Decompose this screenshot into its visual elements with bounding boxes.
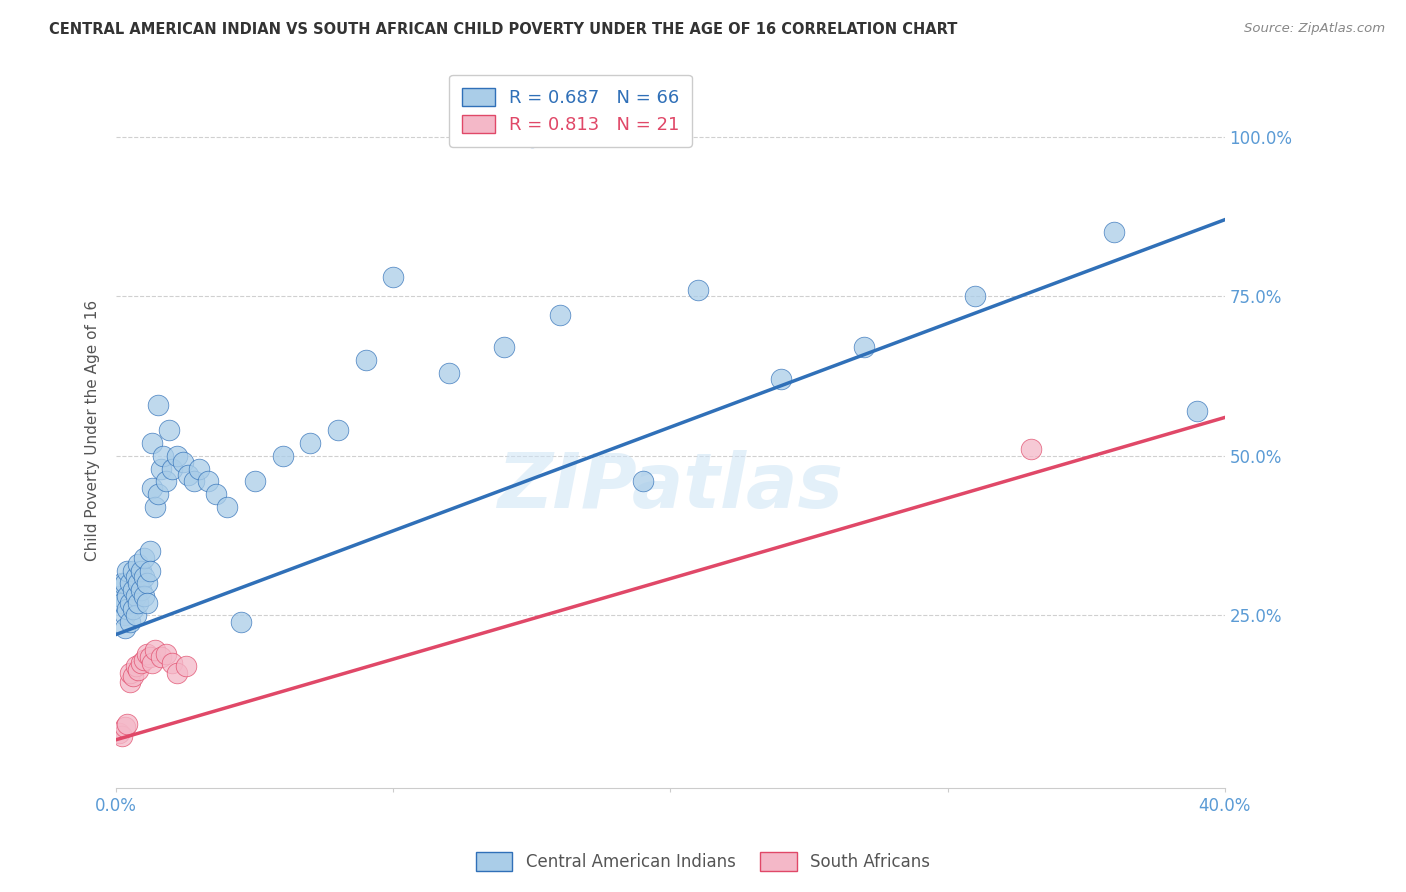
Point [124,589,146,603]
Point [138,564,160,578]
Point [132,570,155,584]
Text: Source: ZipAtlas.com: Source: ZipAtlas.com [1244,22,1385,36]
Point [108,589,131,603]
Point [129,656,152,670]
Point [122,582,145,597]
Point [143,500,166,514]
Point [146,487,169,501]
Point [382,270,405,285]
Point [437,366,460,380]
Point [127,663,149,677]
Point [127,576,149,591]
Point [1185,404,1208,418]
Point [188,461,211,475]
Point [631,475,654,489]
Point [129,582,152,597]
Point [1102,226,1125,240]
Legend: Central American Indians, South Africans: Central American Indians, South Africans [467,843,939,880]
Point [127,558,149,572]
Point [120,576,142,591]
Point [688,283,710,297]
Point [271,449,294,463]
Point [135,595,157,609]
Point [770,372,793,386]
Point [124,608,146,623]
Point [141,436,163,450]
Point [120,615,142,629]
Point [120,675,142,690]
Point [141,481,163,495]
Point [965,289,987,303]
Point [177,467,200,482]
Point [124,570,146,584]
Point [174,659,197,673]
Point [183,475,205,489]
Point [132,653,155,667]
Point [117,564,139,578]
Point [229,615,252,629]
Point [149,649,172,664]
Point [138,649,160,664]
Point [132,589,155,603]
Point [143,643,166,657]
Point [111,595,134,609]
Point [114,576,136,591]
Text: ZIPatlas: ZIPatlas [498,450,844,524]
Point [124,659,146,673]
Point [1019,442,1042,457]
Point [120,665,142,680]
Point [354,353,377,368]
Point [205,487,228,501]
Point [122,669,145,683]
Point [172,455,194,469]
Point [111,730,134,744]
Point [299,436,322,450]
Point [155,475,177,489]
Point [243,475,266,489]
Point [120,595,142,609]
Point [166,449,188,463]
Point [114,608,136,623]
Point [548,309,571,323]
Point [326,423,349,437]
Point [111,576,134,591]
Y-axis label: Child Poverty Under the Age of 16: Child Poverty Under the Age of 16 [86,300,100,561]
Point [152,449,174,463]
Point [853,340,876,354]
Point [141,656,163,670]
Point [117,716,139,731]
Point [129,564,152,578]
Point [135,647,157,661]
Point [149,461,172,475]
Point [160,461,183,475]
Point [494,340,516,354]
Point [127,595,149,609]
Point [166,665,188,680]
Point [155,647,177,661]
Point [135,576,157,591]
Point [114,720,136,734]
Point [217,500,239,514]
Point [160,656,183,670]
Point [114,621,136,635]
Point [117,589,139,603]
Point [138,544,160,558]
Text: CENTRAL AMERICAN INDIAN VS SOUTH AFRICAN CHILD POVERTY UNDER THE AGE OF 16 CORRE: CENTRAL AMERICAN INDIAN VS SOUTH AFRICAN… [49,22,957,37]
Point [520,129,543,144]
Point [132,550,155,565]
Point [117,602,139,616]
Point [146,398,169,412]
Point [108,726,131,740]
Point [157,423,180,437]
Point [197,475,219,489]
Point [122,602,145,616]
Point [122,564,145,578]
Legend: R = 0.687   N = 66, R = 0.813   N = 21: R = 0.687 N = 66, R = 0.813 N = 21 [450,75,692,147]
